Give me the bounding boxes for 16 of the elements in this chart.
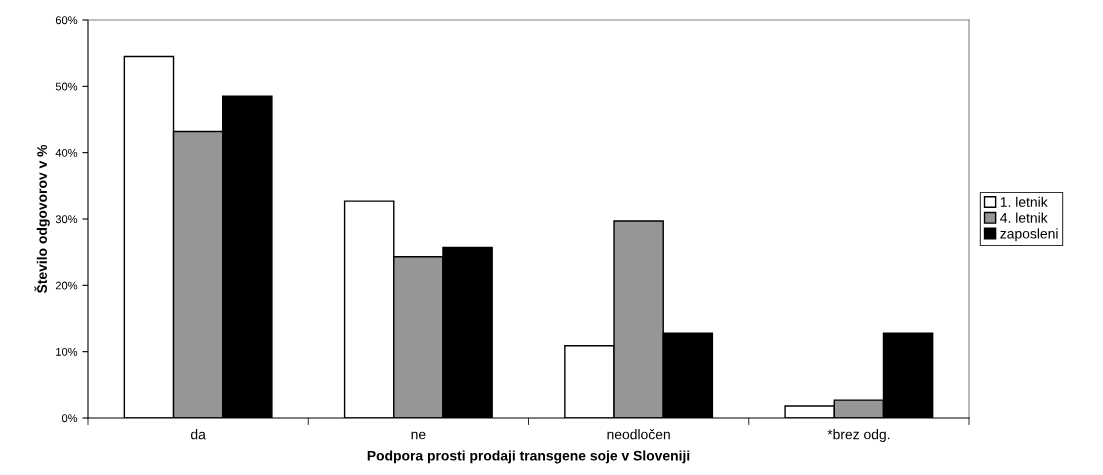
- y-tick-label: 0%: [61, 414, 78, 423]
- x-tick-label: *brez odg.: [827, 429, 890, 443]
- y-tick-label: 40%: [55, 148, 78, 157]
- y-tick-label: 20%: [55, 281, 78, 290]
- y-tick-label: 30%: [55, 215, 78, 224]
- x-tick-label: da: [190, 429, 206, 440]
- x-axis-title: Podpora prosti prodaji transgene soje v Sloveniji: [367, 450, 690, 464]
- legend-label: 4. letnik: [1000, 212, 1048, 223]
- y-tick-label: 60%: [55, 16, 78, 25]
- legend-label: 1. letnik: [1000, 196, 1048, 207]
- x-tick-label: neodločen: [607, 429, 670, 440]
- y-tick-label: 50%: [55, 82, 78, 91]
- legend-label: zaposleni: [1000, 228, 1058, 242]
- x-tick-label: ne: [411, 431, 426, 440]
- y-axis-title: Število odgovorov v %: [34, 144, 50, 294]
- y-tick-label: 10%: [56, 347, 78, 356]
